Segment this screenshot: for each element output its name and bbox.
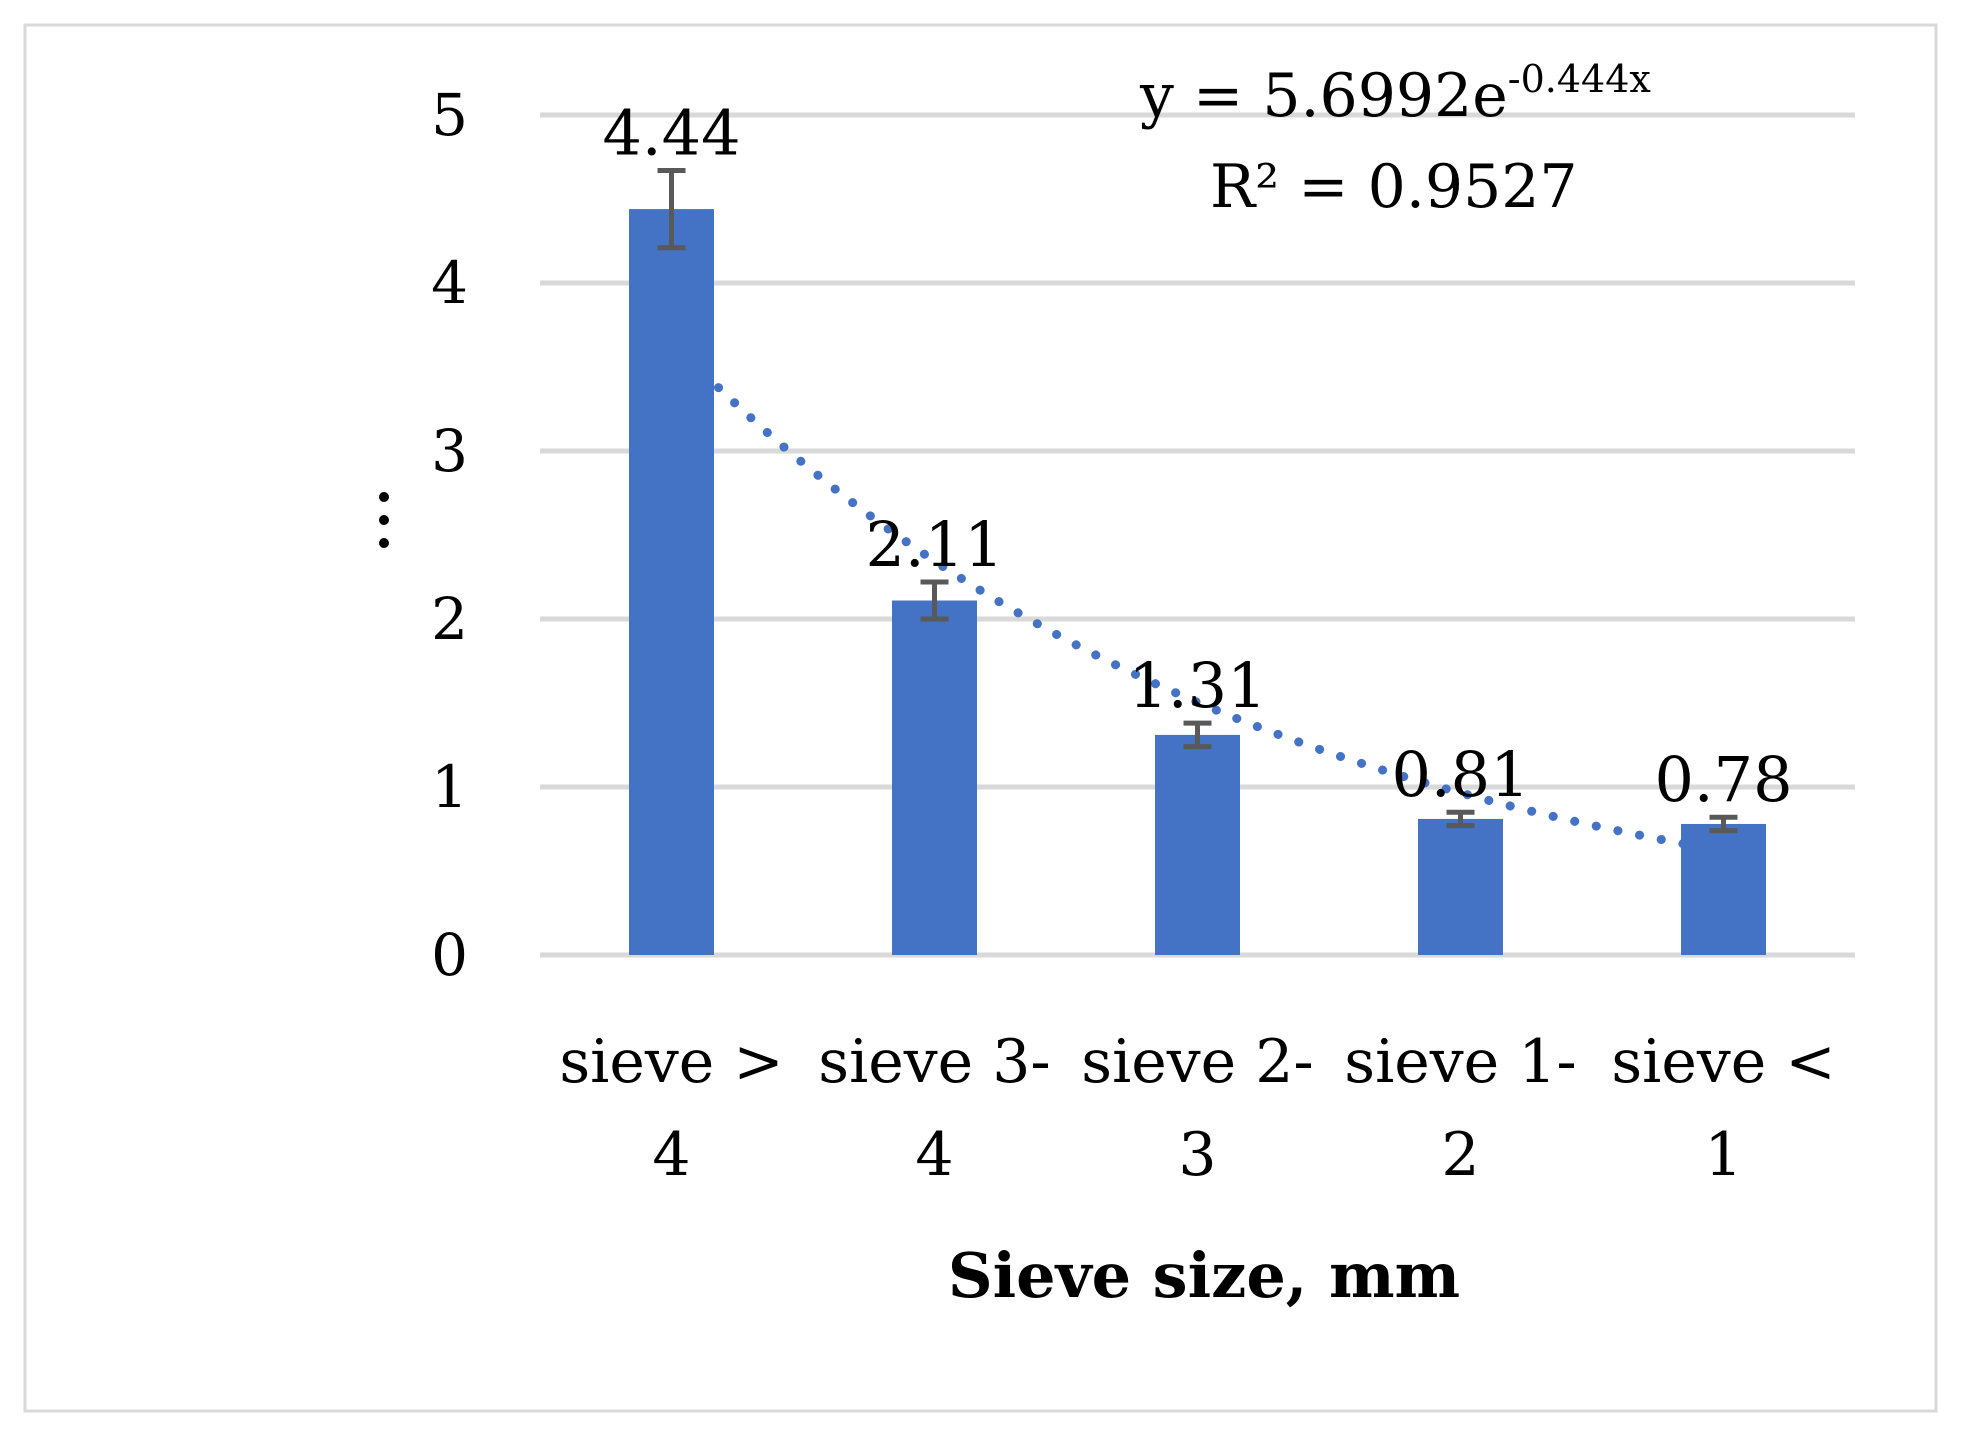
- data-label-1: 4.44: [602, 96, 740, 169]
- x-tick-labels: sieve > 4 sieve 3- 4 sieve 2- 3 sieve 1- 2 sieve…: [559, 1027, 1835, 1190]
- trendline-equation-exponent: -0.444x: [1508, 57, 1651, 101]
- gridlines: [540, 112, 1855, 958]
- error-bar-5: [1709, 814, 1738, 834]
- data-label-5: 0.78: [1654, 743, 1792, 816]
- y-tick-0: 0: [431, 921, 468, 989]
- trendline-layer: [667, 336, 1728, 856]
- bar-3: [1155, 734, 1240, 955]
- y-axis-title-ellipsis: [379, 492, 389, 548]
- trendline-equation: y = 5.6992e-0.444x: [1139, 57, 1651, 131]
- data-label-4: 0.81: [1391, 738, 1529, 811]
- x-tick-label-1-line-1: sieve >: [559, 1027, 783, 1097]
- bar-4: [1418, 818, 1503, 955]
- error-bars: [657, 167, 1738, 834]
- x-tick-label-2-line-2: 4: [915, 1120, 953, 1190]
- trendline-r2: R² = 0.9527: [1210, 152, 1578, 222]
- x-tick-label-5-line-1: sieve <: [1611, 1027, 1835, 1097]
- y-axis-title-dot-3: [379, 538, 389, 548]
- error-bar-2: [920, 579, 949, 622]
- x-tick-label-3-line-2: 3: [1178, 1120, 1216, 1190]
- error-bar-3: [1183, 720, 1212, 750]
- exponential-trendline: [667, 336, 1728, 856]
- y-tick-1: 1: [431, 753, 468, 821]
- data-label-3: 1.31: [1128, 649, 1266, 722]
- y-axis-title-dot-1: [379, 492, 389, 502]
- bars: [629, 209, 1766, 955]
- x-tick-label-5-line-2: 1: [1704, 1120, 1742, 1190]
- y-tick-2: 2: [431, 585, 468, 653]
- x-tick-label-3-line-1: sieve 2-: [1081, 1027, 1313, 1097]
- y-axis-title-dot-2: [379, 515, 389, 525]
- x-tick-label-2-line-1: sieve 3-: [818, 1027, 1050, 1097]
- trendline-equation-base: y = 5.6992e: [1139, 61, 1508, 131]
- bar-1: [629, 209, 714, 955]
- data-label-2: 2.11: [865, 508, 1003, 581]
- y-tick-labels: 0 1 2 3 4 5: [431, 81, 468, 989]
- data-labels: 4.44 2.11 1.31 0.81 0.78: [602, 96, 1792, 816]
- error-bar-1: [657, 167, 686, 251]
- bar-5: [1681, 823, 1766, 955]
- y-tick-3: 3: [431, 417, 468, 485]
- x-tick-label-1-line-2: 4: [652, 1120, 690, 1190]
- chart-frame: [23, 23, 1938, 1413]
- x-axis-title: Sieve size, mm: [948, 1239, 1460, 1312]
- bar-2: [892, 600, 977, 955]
- error-bar-4: [1446, 809, 1475, 829]
- y-tick-4: 4: [431, 249, 468, 317]
- x-tick-label-4-line-2: 2: [1441, 1120, 1479, 1190]
- x-tick-label-4-line-1: sieve 1-: [1344, 1027, 1576, 1097]
- y-tick-5: 5: [431, 81, 468, 149]
